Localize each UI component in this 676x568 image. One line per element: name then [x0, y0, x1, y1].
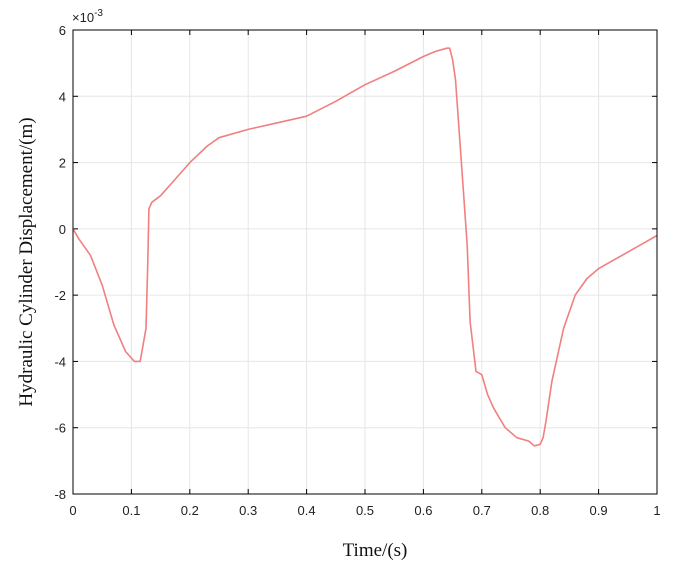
y-tick-label: -6 — [54, 421, 66, 436]
y-axis-title: Hydraulic Cylinder Displacement/(m) — [16, 117, 37, 406]
x-tick-label: 0.7 — [473, 503, 491, 518]
y-tick-label: 0 — [59, 222, 66, 237]
y-tick-label: 2 — [59, 156, 66, 171]
x-tick-label: 0.2 — [181, 503, 199, 518]
x-tick-label: 0 — [69, 503, 76, 518]
series-line — [72, 47, 658, 447]
y-scale-exponent: -3 — [94, 8, 103, 19]
x-tick-label: 0.6 — [414, 503, 432, 518]
series-layer — [72, 47, 658, 447]
x-tick-label: 0.8 — [531, 503, 549, 518]
x-tick-label: 0.5 — [356, 503, 374, 518]
y-tick-label: 6 — [59, 23, 66, 38]
y-tick-label: 4 — [59, 89, 66, 104]
x-tick-label: 0.9 — [590, 503, 608, 518]
x-tick-label: 1 — [653, 503, 660, 518]
y-tick-label: -4 — [54, 354, 66, 369]
x-tick-label: 0.3 — [239, 503, 257, 518]
y-scale-label: ×10-3 — [72, 8, 103, 25]
x-tick-label: 0.4 — [298, 503, 316, 518]
x-tick-label: 0.1 — [122, 503, 140, 518]
x-axis-title: Time/(s) — [343, 540, 408, 561]
plot-frame — [72, 29, 658, 495]
y-tick-label: -2 — [54, 288, 66, 303]
x-tick-labels: 0 0.1 0.2 0.3 0.4 0.5 0.6 0.7 0.8 0.9 1 — [69, 503, 660, 518]
y-scale-base: ×10 — [72, 10, 94, 25]
y-tick-label: -8 — [54, 487, 66, 502]
y-tick-labels: -8 -6 -4 -2 0 2 4 6 — [54, 23, 66, 502]
